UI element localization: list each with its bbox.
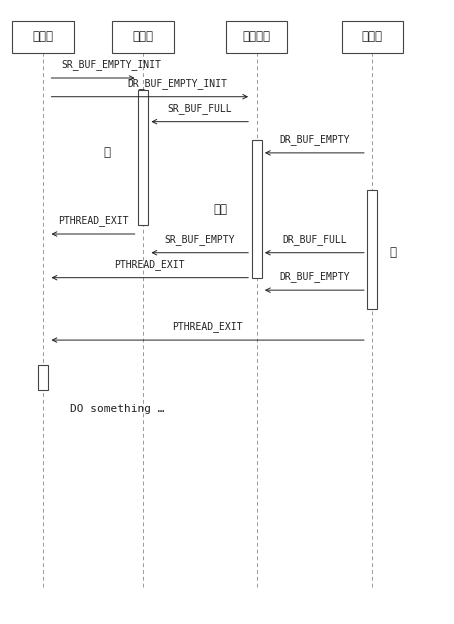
Text: 写: 写	[389, 246, 396, 259]
Bar	[113, 21, 174, 53]
Text: DR_BUF_EMPTY: DR_BUF_EMPTY	[279, 134, 350, 145]
Text: DR_BUF_EMPTY_INIT: DR_BUF_EMPTY_INIT	[127, 78, 227, 89]
Text: DR_BUF_EMPTY: DR_BUF_EMPTY	[279, 271, 350, 282]
Text: 计算: 计算	[213, 203, 227, 215]
Bar	[342, 21, 403, 53]
Text: 主线程: 主线程	[33, 31, 54, 43]
Text: PTHREAD_EXIT: PTHREAD_EXIT	[173, 321, 243, 332]
Bar	[252, 140, 262, 278]
Bar	[226, 21, 287, 53]
Bar	[367, 190, 377, 309]
Text: SR_BUF_EMPTY_INIT: SR_BUF_EMPTY_INIT	[61, 59, 161, 70]
Bar	[12, 21, 74, 53]
Text: 读线程: 读线程	[133, 31, 153, 43]
Text: SR_BUF_EMPTY: SR_BUF_EMPTY	[164, 234, 235, 245]
Bar	[138, 90, 148, 225]
Text: PTHREAD_EXIT: PTHREAD_EXIT	[114, 259, 185, 270]
Text: DR_BUF_FULL: DR_BUF_FULL	[282, 234, 347, 245]
Text: DO something …: DO something …	[70, 404, 165, 414]
Text: PTHREAD_EXIT: PTHREAD_EXIT	[58, 215, 128, 226]
Text: 读: 读	[103, 147, 110, 159]
Bar	[38, 365, 48, 390]
Text: SR_BUF_FULL: SR_BUF_FULL	[168, 103, 232, 114]
Text: 写线程: 写线程	[362, 31, 383, 43]
Text: 计算线程: 计算线程	[242, 31, 271, 43]
